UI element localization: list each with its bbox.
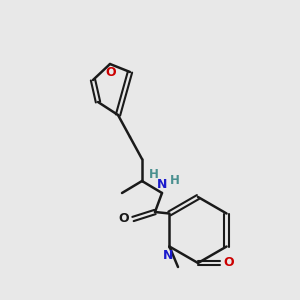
- Text: O: O: [106, 65, 116, 79]
- Text: H: H: [170, 175, 180, 188]
- Text: O: O: [119, 212, 129, 226]
- Text: H: H: [149, 167, 159, 181]
- Text: N: N: [157, 178, 167, 191]
- Text: N: N: [163, 249, 174, 262]
- Text: O: O: [224, 256, 234, 269]
